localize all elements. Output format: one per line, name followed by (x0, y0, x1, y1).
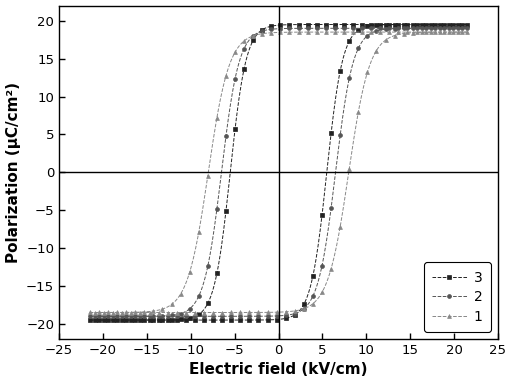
1 (464, 30, 471, 34)
X-axis label: Electric field (kV/cm): Electric field (kV/cm) (189, 362, 368, 377)
2 (155, 314, 161, 319)
1 (155, 310, 161, 315)
3 (464, 22, 471, 27)
3 (240, 318, 246, 322)
1 (283, 309, 289, 314)
3 (87, 318, 93, 322)
2 (283, 313, 289, 318)
Line: 1: 1 (88, 30, 469, 314)
3 (260, 318, 266, 322)
Legend: 3, 2, 1: 3, 2, 1 (424, 262, 491, 332)
1 (87, 310, 93, 315)
1 (240, 310, 246, 315)
2 (260, 314, 266, 319)
Line: 3: 3 (88, 23, 469, 322)
2 (87, 314, 93, 319)
1 (285, 309, 291, 314)
3 (155, 318, 161, 322)
1 (260, 310, 266, 315)
Y-axis label: Polarization (μC/cm²): Polarization (μC/cm²) (6, 82, 20, 263)
3 (96, 318, 102, 322)
2 (464, 26, 471, 31)
2 (240, 314, 246, 319)
3 (285, 316, 291, 320)
3 (283, 316, 289, 321)
2 (96, 314, 102, 319)
Line: 2: 2 (88, 26, 469, 318)
1 (96, 310, 102, 315)
2 (285, 313, 291, 318)
